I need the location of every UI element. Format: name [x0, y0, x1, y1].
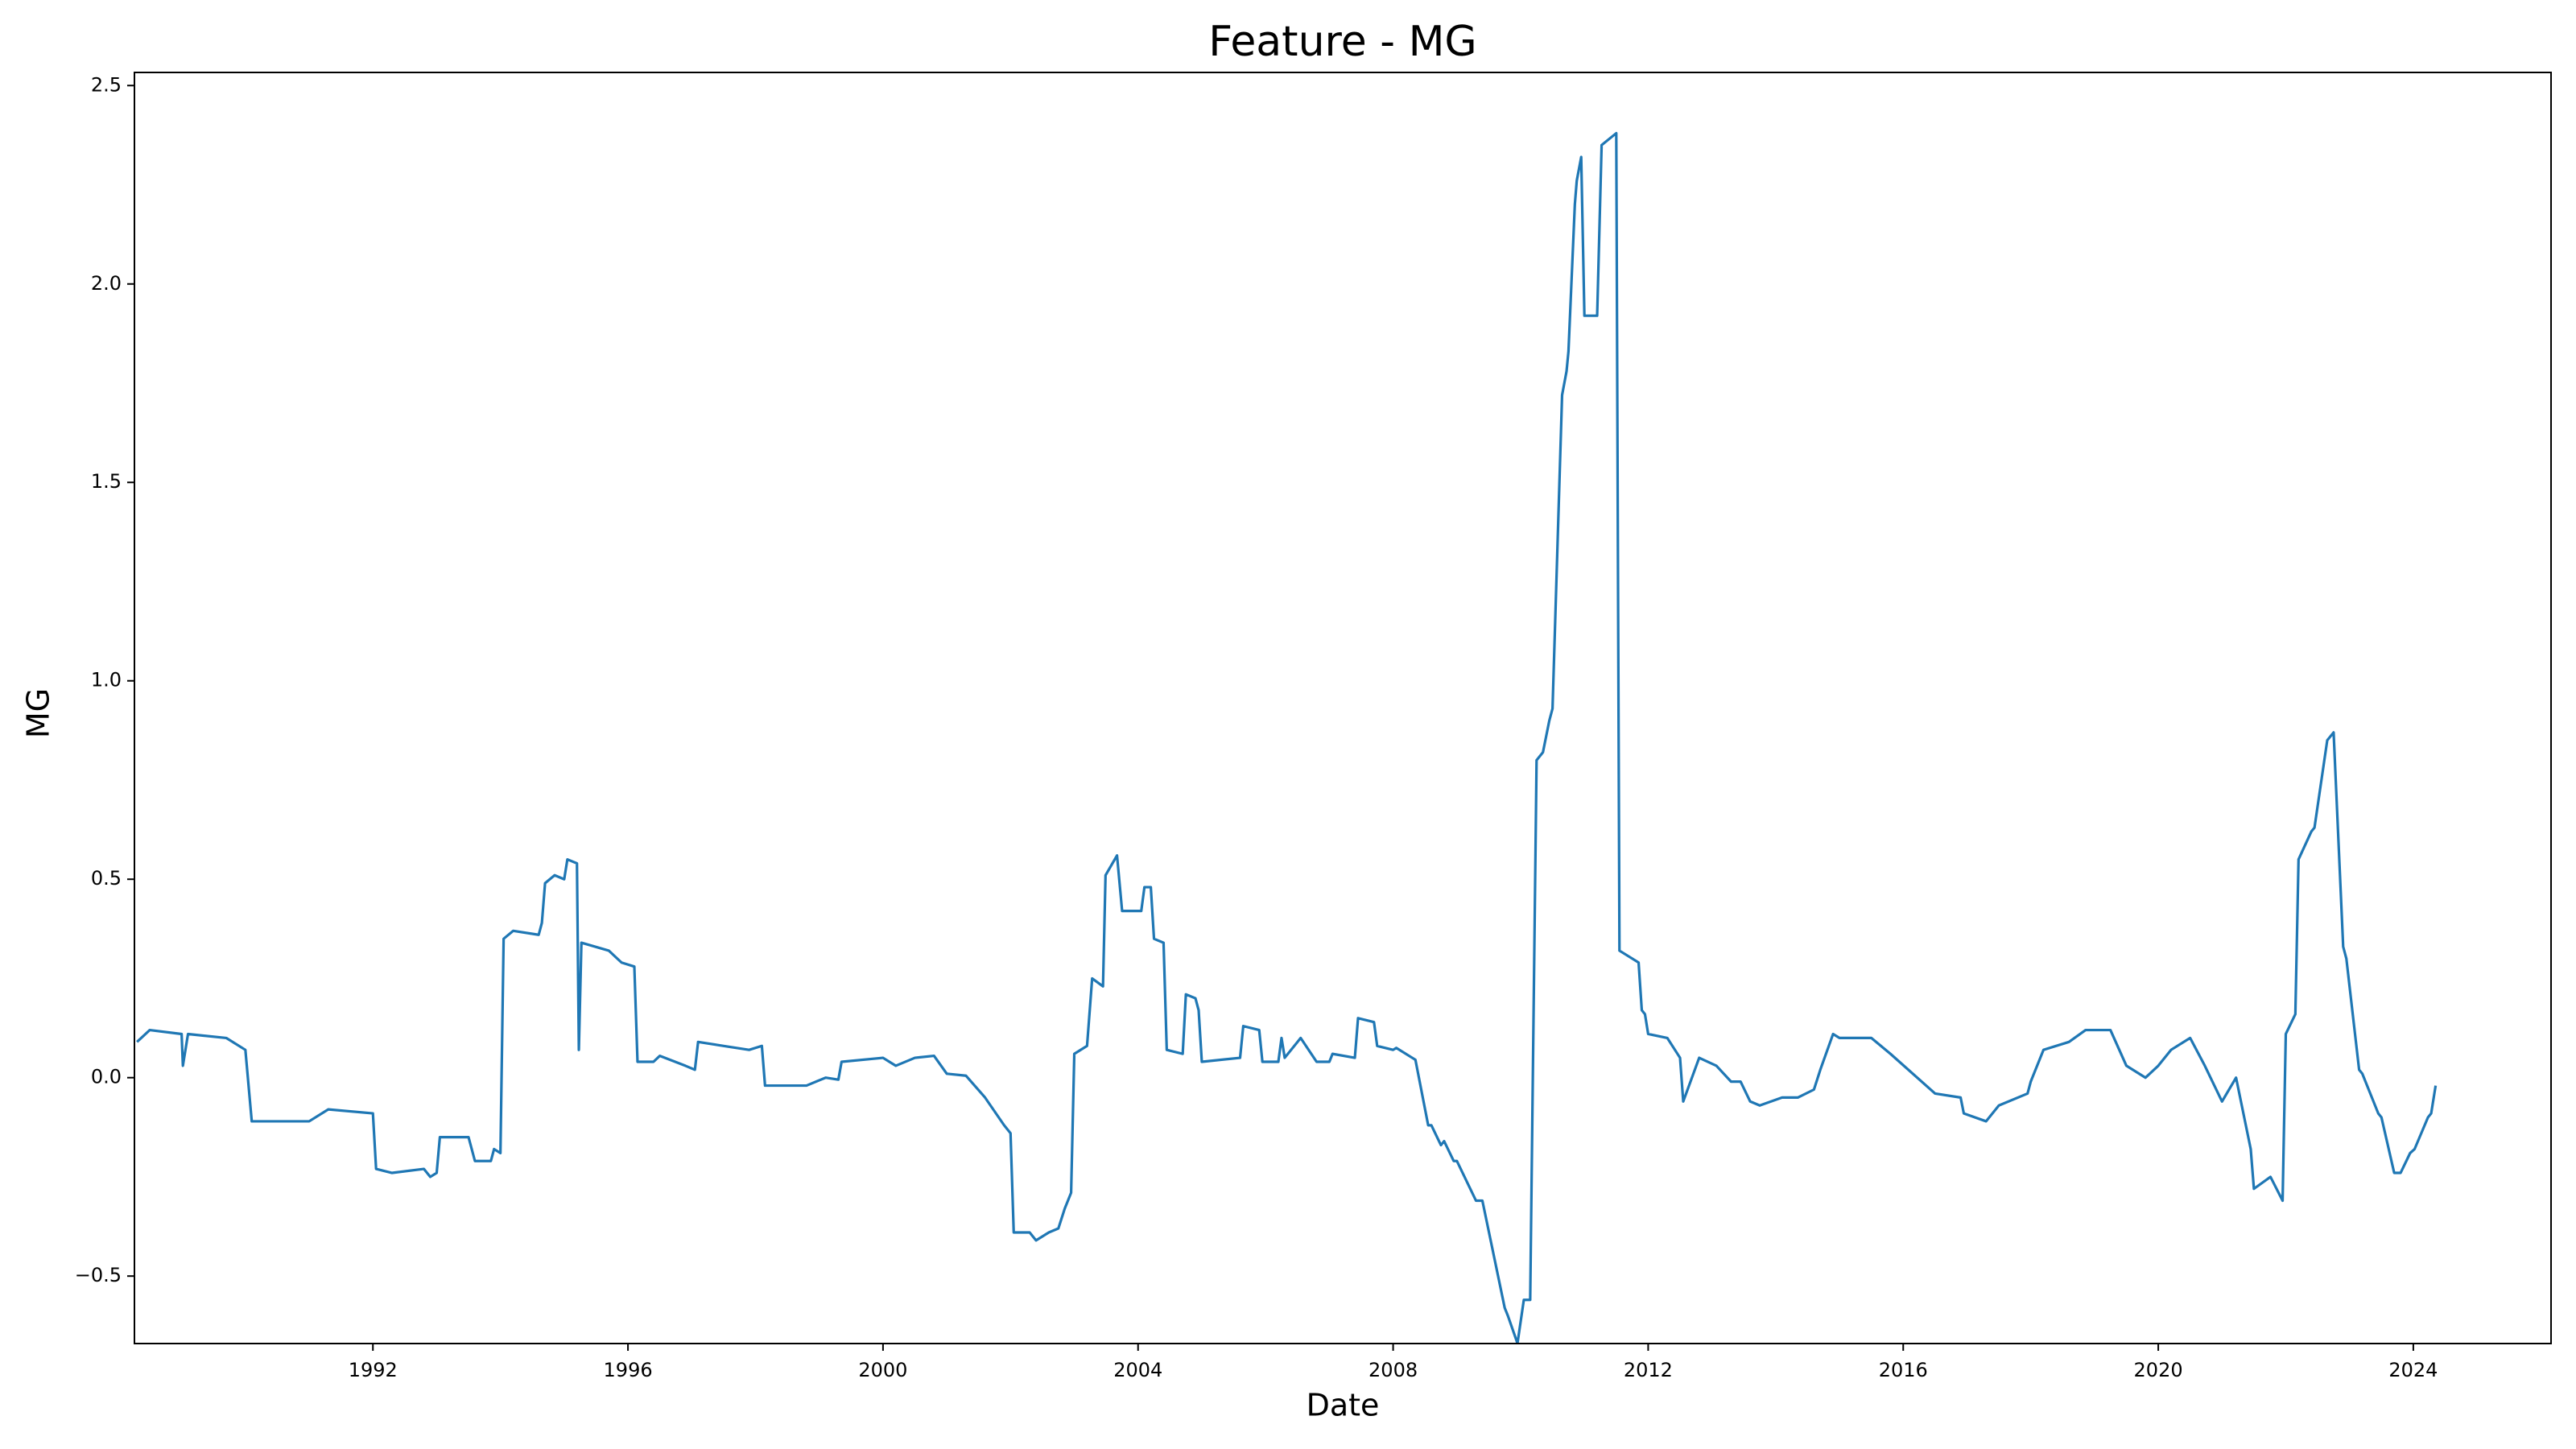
- y-tick-label: 2.0: [91, 272, 122, 295]
- y-tick-label: 2.5: [91, 73, 122, 96]
- x-tick-label: 2000: [858, 1359, 907, 1381]
- data-line: [136, 131, 2438, 1344]
- y-tick-label: 0.0: [91, 1066, 122, 1088]
- y-tick-label: 1.5: [91, 470, 122, 493]
- x-tick-label: 2024: [2388, 1359, 2438, 1381]
- x-tick-label: 2020: [2134, 1359, 2183, 1381]
- chart-title: Feature - MG: [1208, 18, 1476, 66]
- y-tick-label: 0.5: [91, 867, 122, 890]
- x-axis-label: Date: [1307, 1388, 1380, 1423]
- x-tick-label: 1996: [604, 1359, 653, 1381]
- x-tick-label: 1992: [349, 1359, 398, 1381]
- plot-frame: [134, 72, 2552, 1344]
- x-tick-label: 2008: [1368, 1359, 1418, 1381]
- x-tick-label: 2012: [1624, 1359, 1673, 1381]
- y-axis-label: MG: [21, 688, 56, 738]
- y-tick-label: −0.5: [75, 1264, 122, 1286]
- x-tick-label: 2016: [1879, 1359, 1928, 1381]
- x-tick-label: 2004: [1113, 1359, 1162, 1381]
- y-tick-label: 1.0: [91, 669, 122, 691]
